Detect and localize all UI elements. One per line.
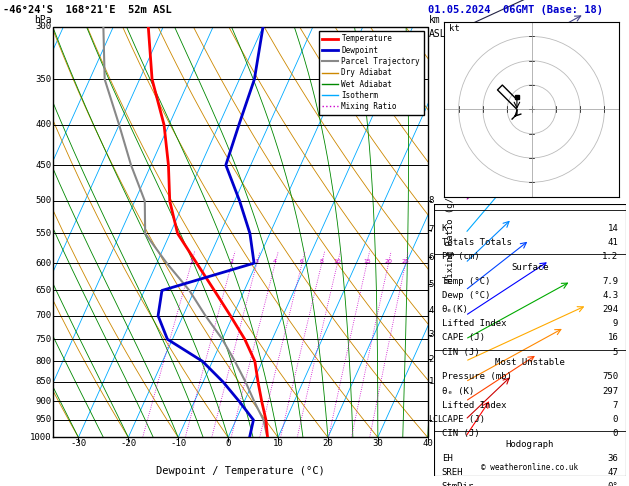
Text: 650: 650 xyxy=(35,286,52,295)
Text: 20: 20 xyxy=(384,259,392,264)
Text: 01.05.2024  06GMT (Base: 18): 01.05.2024 06GMT (Base: 18) xyxy=(428,5,603,15)
Text: 850: 850 xyxy=(35,378,52,386)
Text: 7.9: 7.9 xyxy=(602,277,618,286)
Text: 30: 30 xyxy=(372,439,383,449)
Text: 400: 400 xyxy=(35,121,52,129)
Text: StmDir: StmDir xyxy=(442,482,474,486)
Text: 9: 9 xyxy=(613,319,618,329)
Text: 350: 350 xyxy=(35,75,52,84)
Text: 2: 2 xyxy=(230,259,233,264)
Text: Dewpoint / Temperature (°C): Dewpoint / Temperature (°C) xyxy=(156,466,325,476)
Text: CIN (J): CIN (J) xyxy=(442,347,479,357)
Text: -46°24'S  168°21'E  52m ASL: -46°24'S 168°21'E 52m ASL xyxy=(3,5,172,15)
Text: CIN (J): CIN (J) xyxy=(442,429,479,438)
Text: 300: 300 xyxy=(35,22,52,31)
Text: 7: 7 xyxy=(613,401,618,410)
Text: 47: 47 xyxy=(608,468,618,477)
Text: 8: 8 xyxy=(320,259,323,264)
Text: ASL: ASL xyxy=(428,29,446,39)
Text: Totals Totals: Totals Totals xyxy=(442,238,511,247)
Text: CAPE (J): CAPE (J) xyxy=(442,415,485,424)
Text: 1: 1 xyxy=(189,259,193,264)
Text: Dewp (°C): Dewp (°C) xyxy=(442,291,490,300)
Text: 2: 2 xyxy=(428,355,434,364)
Text: 750: 750 xyxy=(35,335,52,344)
Text: 4: 4 xyxy=(273,259,277,264)
Text: 294: 294 xyxy=(602,305,618,314)
Text: Lifted Index: Lifted Index xyxy=(442,319,506,329)
Text: 800: 800 xyxy=(35,357,52,366)
Text: 3: 3 xyxy=(255,259,259,264)
Text: 297: 297 xyxy=(602,386,618,396)
Legend: Temperature, Dewpoint, Parcel Trajectory, Dry Adiabat, Wet Adiabat, Isotherm, Mi: Temperature, Dewpoint, Parcel Trajectory… xyxy=(318,31,424,115)
Text: 0: 0 xyxy=(225,439,231,449)
Text: 0: 0 xyxy=(613,415,618,424)
Text: 8: 8 xyxy=(428,196,434,206)
Text: LCL: LCL xyxy=(428,416,443,424)
Text: 0: 0 xyxy=(613,429,618,438)
Text: 1.2: 1.2 xyxy=(602,252,618,261)
Text: Most Unstable: Most Unstable xyxy=(495,358,565,367)
Text: -20: -20 xyxy=(120,439,136,449)
Text: 900: 900 xyxy=(35,397,52,406)
Text: 20: 20 xyxy=(323,439,333,449)
Text: 5: 5 xyxy=(613,347,618,357)
Text: 3: 3 xyxy=(428,330,434,339)
Text: kt: kt xyxy=(449,24,460,33)
Text: 500: 500 xyxy=(35,196,52,206)
Text: θₑ(K): θₑ(K) xyxy=(442,305,469,314)
Text: 40: 40 xyxy=(422,439,433,449)
Text: 4.3: 4.3 xyxy=(602,291,618,300)
Text: 10: 10 xyxy=(272,439,284,449)
Text: © weatheronline.co.uk: © weatheronline.co.uk xyxy=(481,463,579,472)
Text: 600: 600 xyxy=(35,259,52,268)
Text: 550: 550 xyxy=(35,229,52,238)
Text: SREH: SREH xyxy=(442,468,463,477)
Text: PW (cm): PW (cm) xyxy=(442,252,479,261)
Text: 450: 450 xyxy=(35,160,52,170)
Text: Mixing Ratio (g/kg): Mixing Ratio (g/kg) xyxy=(447,181,455,283)
Text: 15: 15 xyxy=(363,259,370,264)
Text: 25: 25 xyxy=(401,259,409,264)
Text: 6: 6 xyxy=(300,259,304,264)
Text: Pressure (mb): Pressure (mb) xyxy=(442,372,511,382)
Text: 1000: 1000 xyxy=(30,433,52,442)
Text: 4: 4 xyxy=(428,306,434,315)
Text: 1: 1 xyxy=(428,378,434,386)
Text: 6: 6 xyxy=(428,253,434,262)
Text: Surface: Surface xyxy=(511,263,548,272)
Text: 950: 950 xyxy=(35,416,52,424)
Text: -30: -30 xyxy=(70,439,86,449)
Text: CAPE (J): CAPE (J) xyxy=(442,333,485,343)
Text: 16: 16 xyxy=(608,333,618,343)
Text: 41: 41 xyxy=(608,238,618,247)
Text: 36: 36 xyxy=(608,454,618,463)
Text: Lifted Index: Lifted Index xyxy=(442,401,506,410)
Text: 0°: 0° xyxy=(608,482,618,486)
Text: 700: 700 xyxy=(35,311,52,320)
Text: Temp (°C): Temp (°C) xyxy=(442,277,490,286)
Text: EH: EH xyxy=(442,454,452,463)
Text: hPa: hPa xyxy=(34,15,52,25)
Text: km: km xyxy=(428,15,440,25)
Text: 750: 750 xyxy=(602,372,618,382)
Text: 7: 7 xyxy=(428,225,434,234)
Text: Hodograph: Hodograph xyxy=(506,440,554,449)
Text: K: K xyxy=(442,224,447,233)
Text: 14: 14 xyxy=(608,224,618,233)
Text: 5: 5 xyxy=(428,279,434,289)
Text: -10: -10 xyxy=(170,439,186,449)
Text: θₑ (K): θₑ (K) xyxy=(442,386,474,396)
Text: 10: 10 xyxy=(333,259,341,264)
